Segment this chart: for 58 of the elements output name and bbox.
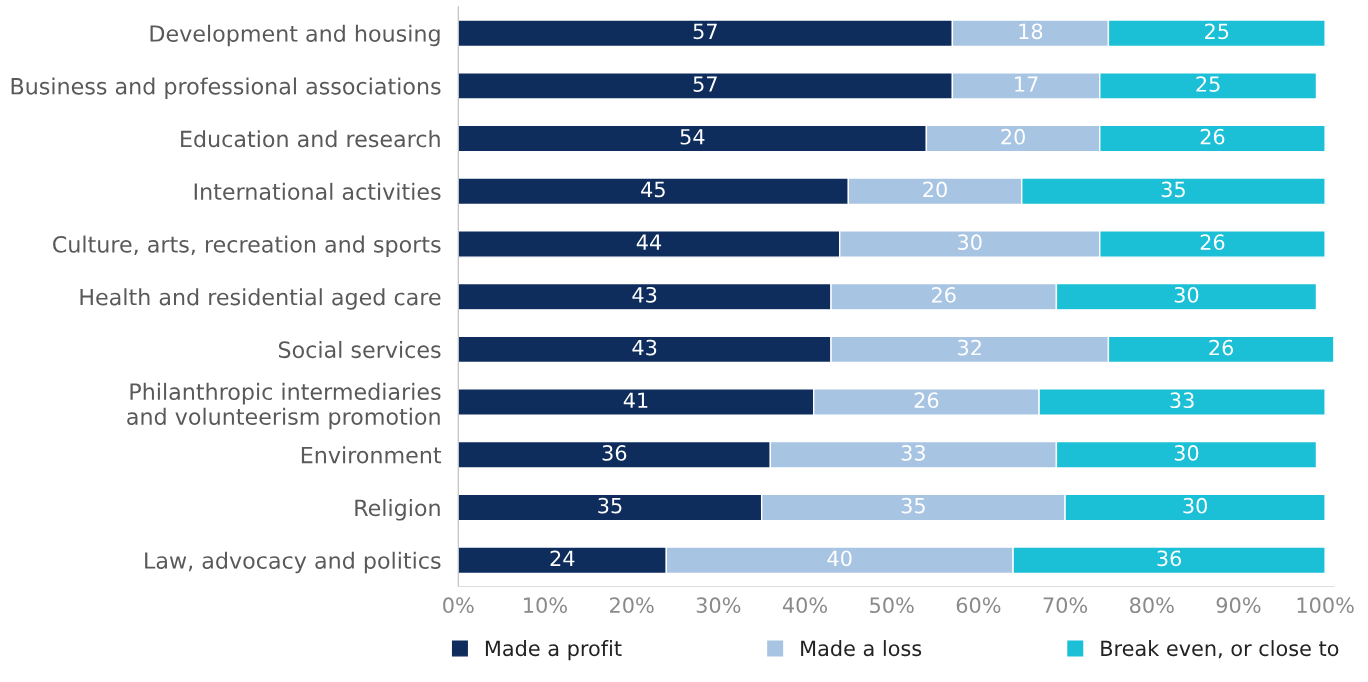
x-tick-label: 10% [524,597,567,614]
data-label: 57 [693,23,717,40]
data-label: 43 [632,339,657,356]
data-label: 30 [1183,497,1207,514]
data-label: 26 [1209,339,1234,356]
data-label: 41 [623,392,648,408]
data-label: 26 [1200,234,1225,251]
data-label: 33 [901,445,925,461]
data-label: 26 [914,392,939,409]
data-label: 36 [602,445,627,461]
data-label: 26 [1200,128,1225,145]
data-label: 57 [693,76,717,92]
y-tick-label: Social services [278,340,441,359]
x-tick-label: 20% [610,597,654,614]
y-tick-label: International activities [194,182,441,201]
y-tick-label: Philanthropic intermediaries and volunteerism promotion [127,382,441,430]
data-label: 33 [1170,392,1194,409]
y-tick-label: Health and residential aged care [80,288,441,310]
x-tick-label: 60% [956,597,1001,614]
x-tick-label: 100% [1297,597,1354,614]
data-label: 44 [636,234,662,250]
x-tick-label: 0% [443,597,474,614]
y-tick-label: Culture, arts, recreation and sports [53,235,441,258]
legend-label: Break even, or close to [1101,640,1339,659]
legend-label: Made a loss [801,640,922,657]
y-tick-label: Religion [355,499,440,521]
x-tick-label: 30% [696,597,741,614]
data-label: 26 [931,286,956,303]
data-label: 35 [1161,181,1185,198]
y-tick-label: Environment [301,446,442,464]
y-tick-label: Law, advocacy and politics [145,551,441,574]
y-tick-label: Development and housing [150,24,440,47]
data-label: 20 [923,181,947,198]
data-label: 35 [598,497,622,514]
data-label: 45 [641,181,665,198]
x-tick-label: 70% [1043,597,1088,614]
data-label: 18 [1019,23,1043,40]
data-label: 30 [958,234,982,251]
data-label: 43 [632,286,657,303]
x-tick-label: 80% [1130,597,1174,614]
data-label: 35 [901,497,925,514]
x-tick-label: 40% [782,597,828,614]
x-tick-label: 50% [870,597,914,614]
x-tick-label: 90% [1216,597,1261,614]
data-label: 40 [827,550,852,567]
data-label: 24 [550,550,575,566]
data-label: 32 [958,339,981,356]
data-label: 36 [1157,550,1182,567]
data-label: 17 [1015,76,1038,92]
data-label: 25 [1205,23,1229,40]
y-tick-label: Education and research [181,130,440,148]
data-label: 20 [1001,128,1025,145]
data-label: 54 [680,129,705,145]
data-label: 30 [1174,286,1199,303]
legend-label: Made a profit [485,640,622,661]
data-label: 25 [1196,76,1220,92]
y-tick-label: Business and professional associations [11,77,441,99]
data-label: 30 [1174,445,1199,461]
